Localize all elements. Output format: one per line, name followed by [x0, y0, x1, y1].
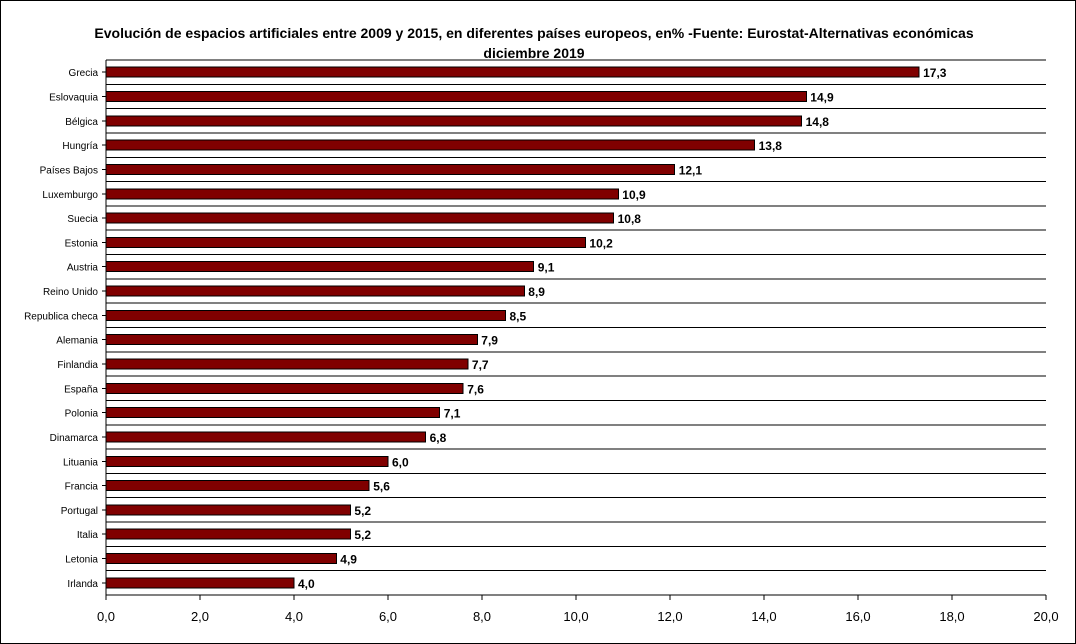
x-tick-label: 4,0: [285, 609, 303, 624]
data-label: 7,6: [467, 382, 484, 396]
data-label: 9,1: [538, 261, 555, 275]
data-label: 7,9: [481, 334, 498, 348]
category-label: Irlanda: [67, 579, 98, 590]
data-label: 8,9: [528, 285, 545, 299]
bar: [105, 66, 920, 78]
bar: [105, 309, 506, 321]
category-label: Finlandia: [57, 360, 98, 371]
bar: [105, 188, 619, 200]
category-label: Austria: [67, 263, 99, 274]
bar: [105, 480, 370, 492]
category-label: Estonia: [65, 238, 99, 249]
bar: [105, 455, 389, 467]
category-label: Grecia: [69, 68, 99, 79]
data-label: 8,5: [510, 309, 527, 323]
bar: [105, 212, 615, 224]
bar: [105, 407, 441, 419]
category-label: Hungría: [62, 141, 98, 152]
category-label: Suecia: [67, 214, 98, 225]
data-label: 5,2: [354, 504, 371, 518]
category-label: Lituania: [63, 457, 98, 468]
category-label: Luxemburgo: [42, 190, 98, 201]
bar: [105, 236, 586, 248]
category-label: Países Bajos: [40, 165, 98, 176]
data-label: 6,0: [392, 455, 409, 469]
bar: [105, 139, 756, 151]
data-label: 7,1: [444, 407, 461, 421]
x-tick-label: 6,0: [379, 609, 397, 624]
bar: [105, 90, 807, 102]
bar: [105, 163, 676, 175]
x-tick-label: 2,0: [191, 609, 209, 624]
bar: [105, 115, 803, 127]
bar: [105, 431, 427, 443]
data-label: 14,9: [810, 90, 834, 104]
x-tick-label: 14,0: [751, 609, 776, 624]
bar: [105, 358, 469, 370]
category-label: Francia: [65, 482, 99, 493]
category-label: Eslovaquia: [49, 92, 98, 103]
x-tick-label: 12,0: [657, 609, 682, 624]
data-label: 14,8: [806, 115, 830, 129]
category-label: Italia: [77, 530, 99, 541]
data-label: 5,2: [354, 528, 371, 542]
bar: [105, 382, 464, 394]
category-label: Dinamarca: [50, 433, 99, 444]
bar: [105, 334, 478, 346]
data-label: 17,3: [923, 66, 947, 80]
bar: [105, 504, 351, 516]
chart-title: Evolución de espacios artificiales entre…: [94, 25, 974, 61]
data-label: 7,7: [472, 358, 489, 372]
bar: [105, 553, 337, 565]
category-label: Portugal: [61, 506, 98, 517]
category-label: Republica checa: [24, 311, 98, 322]
data-label: 6,8: [430, 431, 447, 445]
x-tick-label: 16,0: [845, 609, 870, 624]
category-label: Reino Unido: [43, 287, 98, 298]
bar: [105, 261, 535, 273]
category-label: Bélgica: [65, 117, 98, 128]
category-label: España: [64, 384, 98, 395]
bar: [105, 285, 525, 297]
x-tick-label: 8,0: [473, 609, 491, 624]
bar: [105, 528, 351, 540]
x-tick-label: 20,0: [1033, 609, 1058, 624]
bar: [105, 577, 295, 589]
data-label: 10,2: [589, 236, 613, 250]
x-tick-label: 18,0: [939, 609, 964, 624]
category-label: Polonia: [65, 409, 99, 420]
data-label: 4,0: [298, 577, 315, 591]
data-label: 5,6: [373, 480, 390, 494]
category-label: Letonia: [65, 555, 98, 566]
data-label: 10,8: [618, 212, 642, 226]
x-tick-label: 10,0: [563, 609, 588, 624]
x-tick-label: 0,0: [97, 609, 115, 624]
data-label: 10,9: [622, 188, 646, 202]
category-label: Alemania: [56, 336, 98, 347]
data-label: 12,1: [679, 163, 703, 177]
data-label: 13,8: [759, 139, 783, 153]
data-label: 4,9: [340, 553, 357, 567]
